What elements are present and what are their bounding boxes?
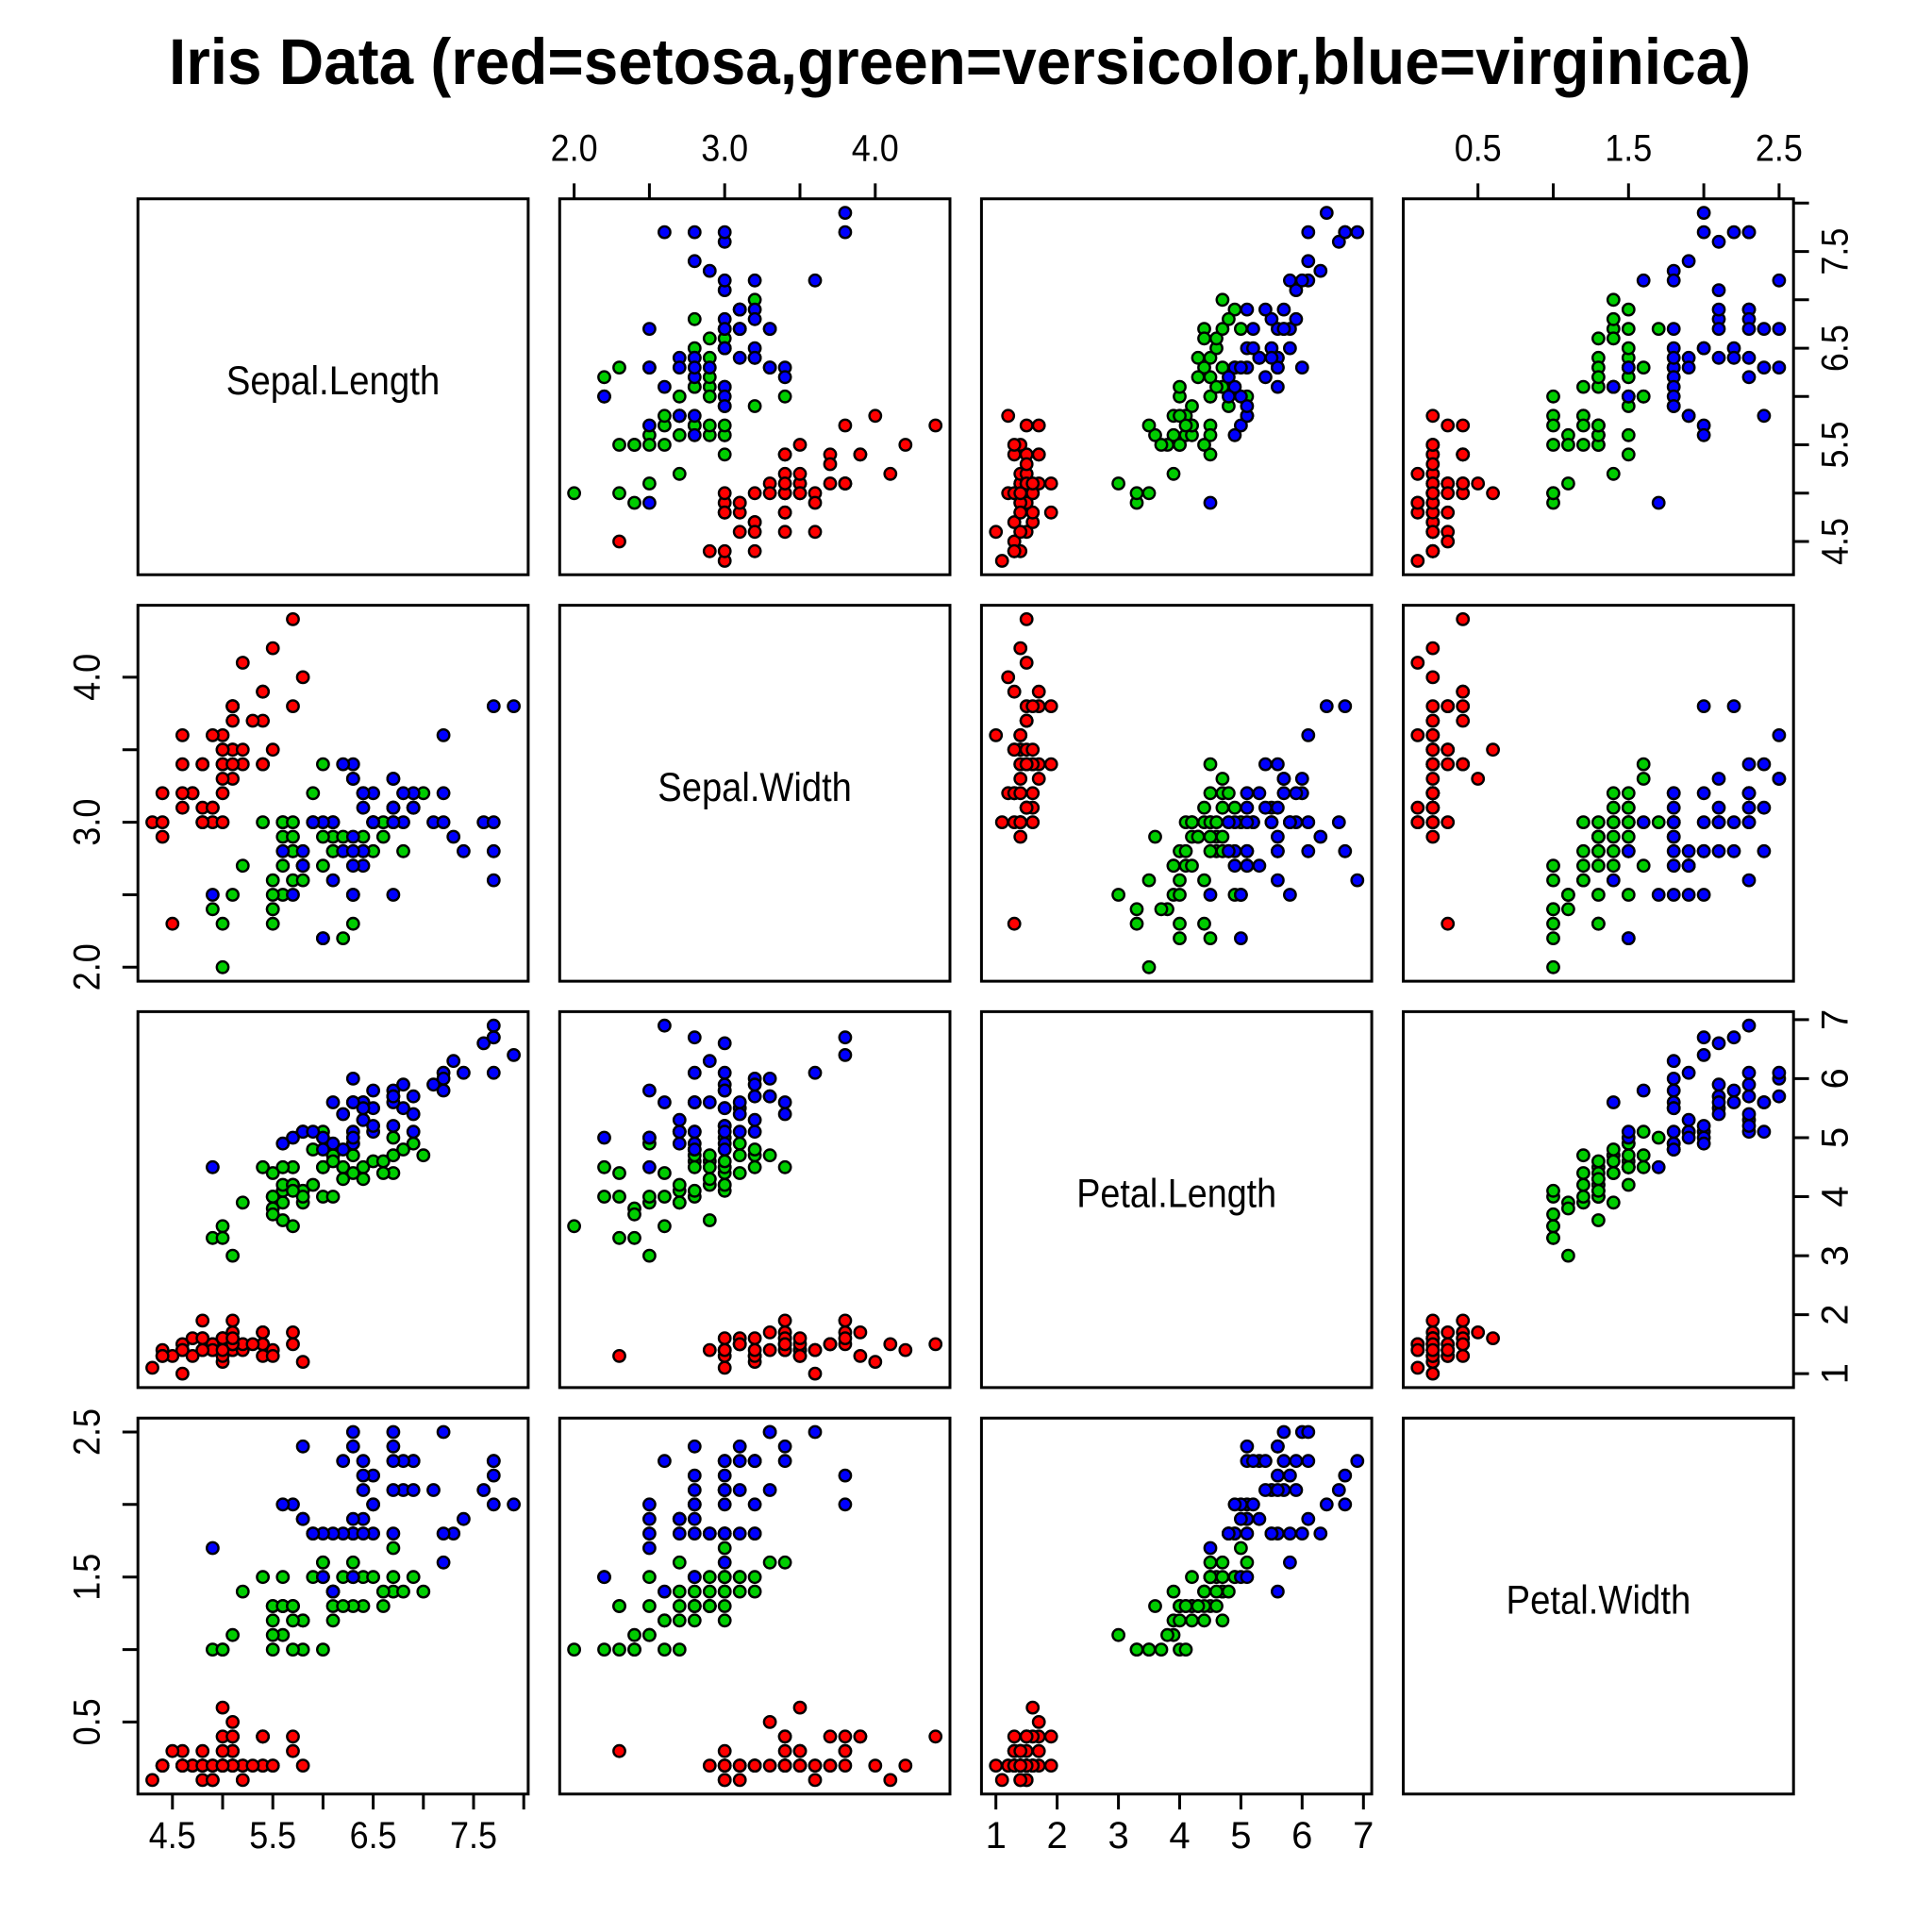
svg-text:1: 1: [1814, 1363, 1856, 1384]
svg-text:1.5: 1.5: [67, 1554, 108, 1601]
svg-text:0.5: 0.5: [1455, 127, 1502, 169]
svg-text:6: 6: [1291, 1815, 1312, 1857]
svg-text:7: 7: [1814, 1009, 1856, 1030]
svg-text:4: 4: [1814, 1186, 1856, 1207]
svg-text:3.0: 3.0: [67, 799, 108, 846]
svg-text:Sepal.Length: Sepal.Length: [226, 358, 441, 404]
svg-text:2.5: 2.5: [67, 1408, 108, 1456]
svg-text:Petal.Length: Petal.Length: [1076, 1172, 1276, 1217]
svg-text:5: 5: [1230, 1815, 1251, 1857]
svg-text:2: 2: [1814, 1304, 1856, 1324]
svg-text:4.0: 4.0: [852, 127, 899, 169]
svg-text:5.5: 5.5: [1814, 422, 1856, 469]
svg-text:3: 3: [1108, 1815, 1128, 1857]
svg-text:4.5: 4.5: [149, 1815, 196, 1857]
svg-text:Iris Data (red=setosa,green=ve: Iris Data (red=setosa,green=versicolor,b…: [169, 25, 1751, 98]
svg-text:7.5: 7.5: [1814, 228, 1856, 275]
svg-text:1.5: 1.5: [1605, 127, 1652, 169]
svg-text:2.5: 2.5: [1756, 127, 1803, 169]
svg-text:Sepal.Width: Sepal.Width: [658, 765, 852, 810]
svg-text:4: 4: [1169, 1815, 1190, 1857]
svg-text:6.5: 6.5: [350, 1815, 397, 1857]
svg-text:1: 1: [986, 1815, 1007, 1857]
svg-text:7: 7: [1353, 1815, 1374, 1857]
svg-text:6.5: 6.5: [1814, 325, 1856, 372]
svg-text:6: 6: [1814, 1068, 1856, 1089]
svg-text:4.5: 4.5: [1814, 518, 1856, 565]
svg-text:2.0: 2.0: [551, 127, 598, 169]
svg-text:2.0: 2.0: [67, 943, 108, 991]
svg-text:5.5: 5.5: [249, 1815, 296, 1857]
svg-text:0.5: 0.5: [67, 1698, 108, 1745]
svg-text:5: 5: [1814, 1127, 1856, 1148]
svg-text:4.0: 4.0: [67, 654, 108, 701]
svg-text:7.5: 7.5: [450, 1815, 497, 1857]
svg-text:Petal.Width: Petal.Width: [1507, 1578, 1691, 1624]
svg-text:2: 2: [1046, 1815, 1067, 1857]
svg-text:3: 3: [1814, 1245, 1856, 1266]
svg-text:3.0: 3.0: [701, 127, 748, 169]
